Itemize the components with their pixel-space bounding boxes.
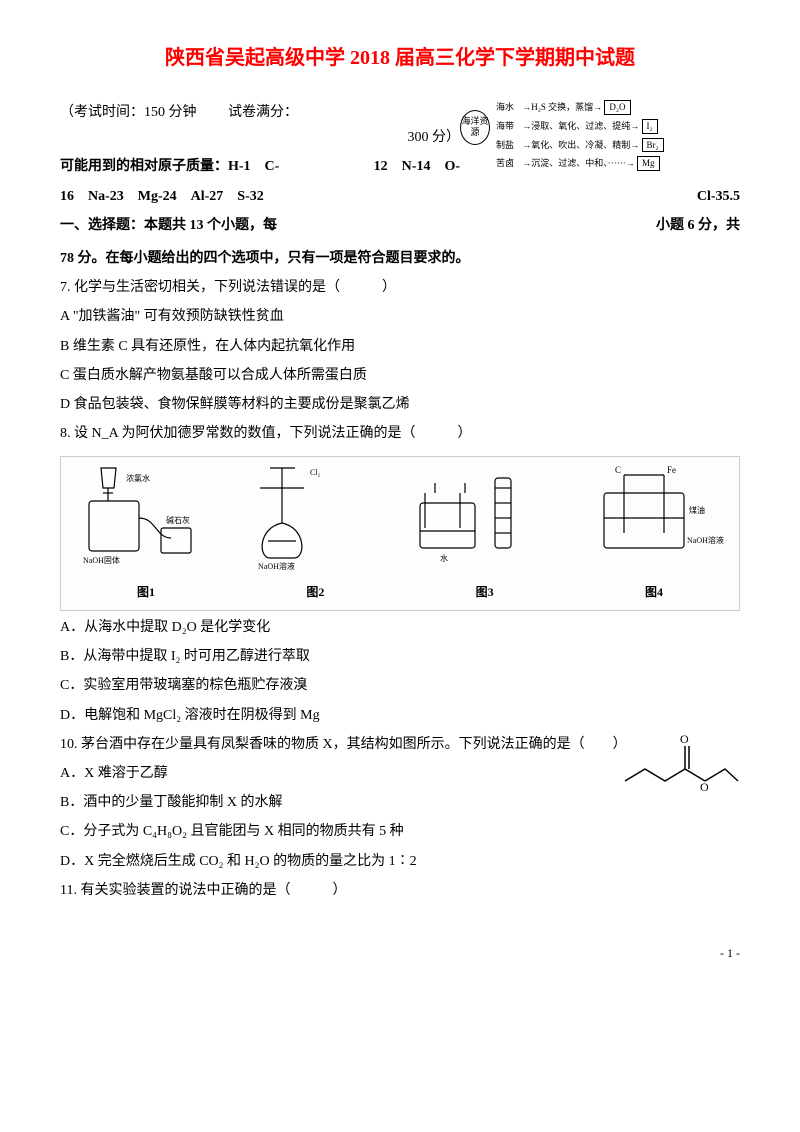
q10-c: C．分子式为 C₄H₈O₂ 且官能团与 X 相同的物质共有 5 种 (60, 819, 740, 844)
label-cl2: Cl₂ (310, 468, 321, 477)
branch-proc-3: 沉淀、过滤、中和、······ (531, 158, 625, 168)
apparatus-fig2: Cl₂ NaOH溶液 图2 (240, 463, 390, 604)
atomic-mass-2: 16 Na-23 Mg-24 Al-27 S-32 Cl-35.5 (60, 184, 740, 209)
q7-b: B 维生素 C 具有还原性，在人体内起抗氧化作用 (60, 334, 740, 359)
q11-stem: 11. 有关实验装置的说法中正确的是（ ） (60, 878, 740, 903)
branch-src-0: 海水 (496, 102, 520, 113)
molecule-structure: O O (620, 731, 740, 810)
svg-text:O: O (680, 732, 689, 746)
label-meiyou: 煤油 (689, 505, 705, 515)
fig4-caption: 图4 (579, 582, 729, 604)
page-number: - 1 - (60, 943, 740, 965)
branch-out-3: Mg (637, 156, 660, 171)
label-fe: Fe (667, 465, 676, 475)
q7-c: C 蛋白质水解产物氨基酸可以合成人体所需蛋白质 (60, 363, 740, 388)
am-2: 16 Na-23 Mg-24 Al-27 S-32 (60, 189, 264, 204)
branch-out-1: I₂ (642, 119, 658, 134)
fig2-caption: 图2 (240, 582, 390, 604)
fig3-caption: 图3 (410, 582, 560, 604)
apparatus-fig4: C Fe 煤油 NaOH溶液 图4 (579, 463, 729, 604)
branch-src-1: 海带 (496, 121, 520, 132)
diagram-hub: 海洋资源 (460, 110, 490, 145)
branch-proc-1: 浸取、氧化、过滤、提纯 (531, 121, 630, 131)
exam-meta: （考试时间：150 分钟 试卷满分： (60, 100, 360, 125)
apparatus-fig3: 水 图3 (410, 463, 560, 604)
am-right2: Cl-35.5 (697, 184, 740, 209)
q10-d: D．X 完全燃烧后生成 CO₂ 和 H₂O 的物质的量之比为 1∶2 (60, 849, 740, 874)
q9-b: B．从海带中提取 I₂ 时可用乙醇进行萃取 (60, 644, 740, 669)
q9-a: A．从海水中提取 D₂O 是化学变化 (60, 615, 740, 640)
branch-proc-0: H₂S 交换，蒸馏 (531, 102, 593, 112)
label-c: C (615, 465, 621, 475)
q7-a: A "加铁酱油" 可有效预防缺铁性贫血 (60, 304, 740, 329)
apparatus-figure-block: 浓氯水 碱石灰 NaOH固体 图1 Cl₂ NaOH溶液 图2 (60, 456, 740, 611)
q8-stem: 8. 设 N_A 为阿伏加德罗常数的数值，下列说法正确的是（ ） (60, 421, 740, 446)
label-naoh-sol-4: NaOH溶液 (687, 535, 724, 545)
svg-text:O: O (700, 780, 709, 794)
sec1b: 小题 6 分，共 (656, 213, 740, 238)
label-naoh-solid: NaOH固体 (83, 555, 120, 565)
am-right1: 12 N-14 O- (374, 154, 460, 179)
am-prefix: 可能用到的相对原子质量：H-1 C- (60, 159, 279, 174)
apparatus-fig1: 浓氯水 碱石灰 NaOH固体 图1 (71, 463, 221, 604)
sea-resource-diagram: 海洋资源 海水 →H₂S 交换，蒸馏→ D₂O 海带 →浸取、氧化、过滤、提纯→… (460, 100, 740, 175)
label-water: 水 (440, 553, 448, 563)
label-chlorine-water: 浓氯水 (126, 473, 150, 483)
branch-out-0: D₂O (604, 100, 630, 115)
q7-stem: 7. 化学与生活密切相关，下列说法错误的是（ ） (60, 275, 740, 300)
branch-src-2: 制盐 (496, 140, 520, 151)
exam-time: （考试时间：150 分钟 (60, 105, 197, 120)
label-naoh-sol-2: NaOH溶液 (258, 561, 295, 571)
section-heading-1: 一、选择题：本题共 13 个小题，每 小题 6 分，共 (60, 213, 740, 238)
exam-score-label: 试卷满分： (228, 105, 298, 120)
label-lime: 碱石灰 (166, 515, 190, 525)
q9-d: D．电解饱和 MgCl₂ 溶液时在阴极得到 Mg (60, 703, 740, 728)
fig1-caption: 图1 (71, 582, 221, 604)
section-heading-1b: 78 分。在每小题给出的四个选项中，只有一项是符合题目要求的。 (60, 246, 740, 271)
q9-c: C．实验室用带玻璃塞的棕色瓶贮存液溴 (60, 673, 740, 698)
branch-proc-2: 氧化、吹出、冷凝、精制 (531, 140, 630, 150)
q7-d: D 食品包装袋、食物保鲜膜等材料的主要成份是聚氯乙烯 (60, 392, 740, 417)
branch-src-3: 苦卤 (496, 158, 520, 169)
sec1a: 一、选择题：本题共 13 个小题，每 (60, 218, 277, 233)
page-title: 陕西省吴起高级中学 2018 届高三化学下学期期中试题 (60, 40, 740, 76)
branch-out-2: Br₂ (642, 138, 664, 153)
